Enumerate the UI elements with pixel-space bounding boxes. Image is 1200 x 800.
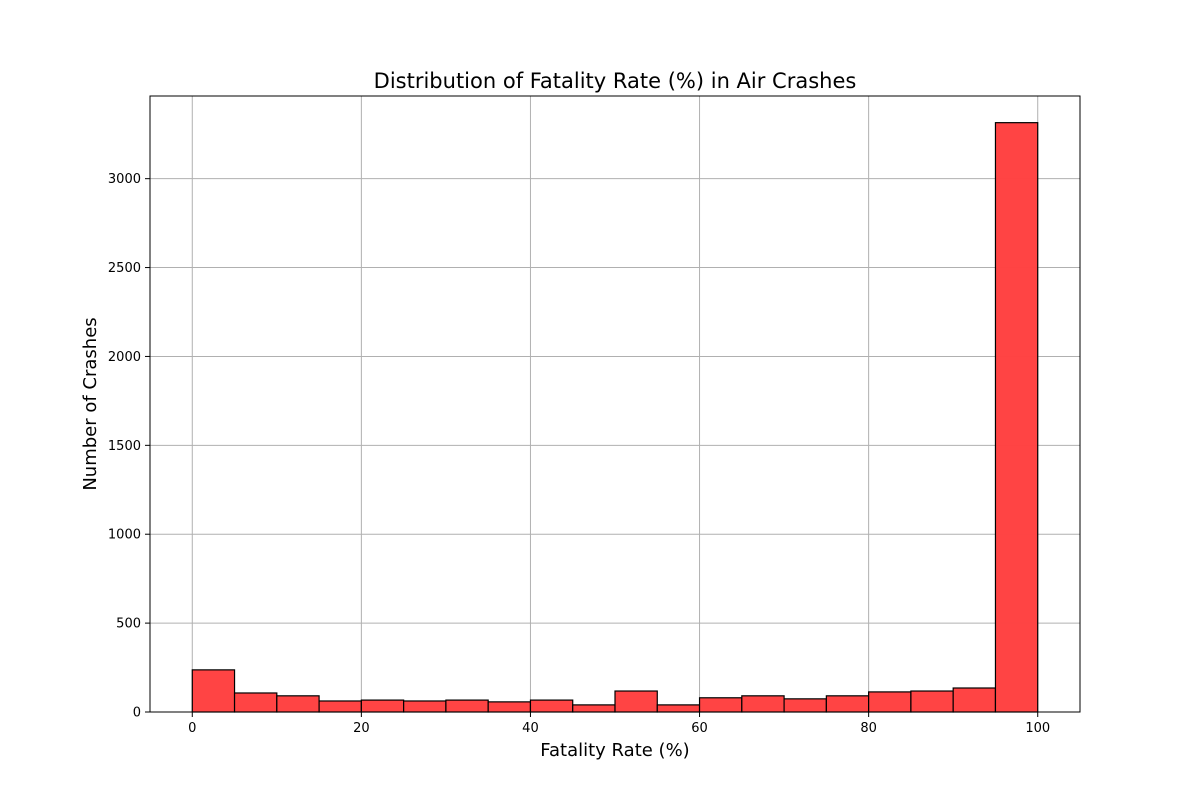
y-tick-label: 1000 xyxy=(108,528,141,543)
x-tick-label: 80 xyxy=(860,721,877,736)
bars xyxy=(191,122,1039,713)
histogram-bar xyxy=(952,687,997,713)
histogram-bar xyxy=(529,699,574,713)
histogram-bar xyxy=(403,700,447,713)
histogram-bar xyxy=(825,695,870,713)
histogram-bar xyxy=(360,699,405,713)
x-tick-label: 40 xyxy=(522,721,539,736)
histogram-bar xyxy=(910,690,954,713)
x-tick-label: 0 xyxy=(188,721,196,736)
histogram-bar xyxy=(698,697,743,713)
chart-title: Distribution of Fatality Rate (%) in Air… xyxy=(374,69,857,93)
y-tick-label: 500 xyxy=(116,617,141,632)
histogram-bar xyxy=(614,690,658,713)
y-tick-label: 3000 xyxy=(108,172,141,187)
histogram-bar xyxy=(656,704,701,713)
histogram-bar xyxy=(783,698,827,713)
plot-frame xyxy=(149,95,1081,713)
histogram-bar xyxy=(233,692,278,713)
histogram-bar xyxy=(445,699,489,713)
histogram-bar xyxy=(868,691,912,713)
histogram-bar xyxy=(741,695,785,713)
y-axis-label: Number of Crashes xyxy=(80,317,101,490)
histogram-bar xyxy=(994,122,1039,713)
grid xyxy=(150,96,1080,713)
y-tick-label: 2000 xyxy=(108,350,141,365)
histogram-bar xyxy=(572,704,616,713)
histogram-bar xyxy=(191,669,236,713)
y-tick-label: 1500 xyxy=(108,439,141,454)
x-tick-label: 100 xyxy=(1025,721,1050,736)
histogram-bar xyxy=(487,701,532,713)
y-tick-label: 2500 xyxy=(108,261,141,276)
y-tick-label: 0 xyxy=(133,706,141,721)
x-tick-label: 20 xyxy=(353,721,370,736)
x-axis-label: Fatality Rate (%) xyxy=(540,740,689,761)
histogram-bar xyxy=(276,695,320,713)
x-tick-label: 60 xyxy=(691,721,708,736)
histogram-bar xyxy=(318,700,362,713)
